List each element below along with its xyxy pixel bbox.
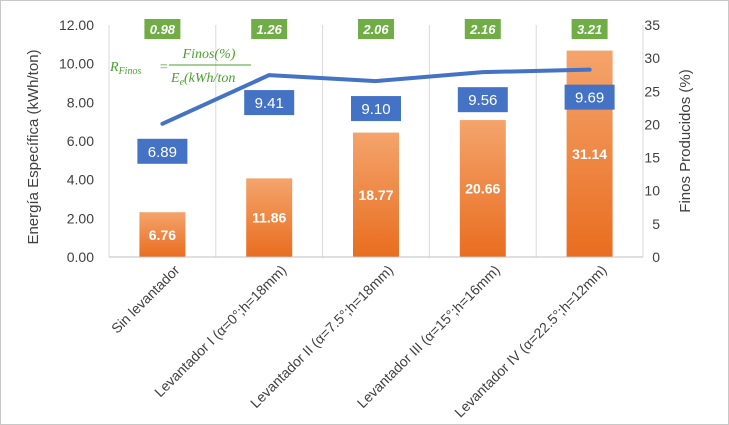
left-tick-label: 2.00: [67, 210, 94, 226]
left-tick-label: 12.00: [59, 17, 94, 33]
right-tick-label: 15: [644, 150, 660, 166]
bar: [246, 178, 293, 257]
line-value-label: 9.41: [255, 95, 284, 112]
category-label: Sin levantador: [108, 262, 183, 337]
right-axis-title: Finos Producidos (%): [677, 69, 694, 212]
right-tick-label: 25: [644, 83, 660, 99]
right-tick-label: 5: [652, 216, 660, 232]
right-tick-label: 10: [644, 183, 660, 199]
ratio-box: [571, 19, 608, 39]
line-value-box: [457, 87, 508, 113]
ratio-label: 2.06: [362, 22, 389, 37]
bar-value-label: 18.77: [358, 187, 393, 203]
line-value-label: 9.56: [468, 92, 497, 109]
bar: [139, 212, 186, 257]
left-axis-title: Energía Específica (kWh/ton): [25, 49, 42, 244]
line-value-box: [244, 90, 295, 116]
bar-value-label: 11.86: [252, 210, 286, 226]
right-tick-label: 35: [644, 17, 660, 33]
right-tick-label: 30: [644, 50, 660, 66]
label-layer: 6.76 11.86 18.77 20.66 31.14 6.89 9.41 9.10 9.56…: [137, 19, 615, 243]
line-layer: [160, 67, 592, 126]
ratio-box: [358, 19, 394, 39]
bar-value-label: 6.76: [149, 227, 176, 243]
line-value-label: 9.10: [361, 101, 390, 118]
formula-denominator: Ee(kWh/ton: [170, 71, 235, 88]
line-value-box: [564, 84, 615, 110]
series-line: [160, 67, 592, 126]
ratio-label: 0.98: [150, 22, 176, 37]
formula-equals: =: [159, 60, 168, 75]
left-tick-label: 10.00: [59, 56, 94, 72]
bar-value-label: 20.66: [465, 181, 500, 197]
bar: [459, 120, 506, 257]
bar: [353, 132, 399, 257]
line-value-label: 6.89: [148, 144, 177, 161]
bar-value-label: 31.14: [572, 146, 607, 162]
line-value-box: [137, 138, 188, 164]
ratio-box: [144, 19, 181, 39]
left-tick-label: 4.00: [67, 172, 94, 188]
left-tick-label: 8.00: [67, 94, 94, 110]
line-value-box: [351, 96, 401, 122]
ratio-formula: RFinos = Finos(%) Ee(kWh/ton: [109, 47, 251, 88]
left-tick-label: 6.00: [67, 133, 94, 149]
left-tick-label: 0.00: [67, 249, 94, 265]
ratio-box: [464, 19, 501, 39]
line-value-label: 9.69: [575, 90, 604, 107]
grid-layer: [108, 25, 644, 257]
ratio-label: 2.16: [469, 22, 496, 37]
ratio-label: 1.26: [257, 22, 283, 37]
right-tick-label: 20: [644, 116, 660, 132]
formula-lhs: RFinos: [109, 60, 141, 77]
formula-numerator: Finos(%): [182, 47, 236, 62]
ratio-label: 3.21: [577, 22, 602, 37]
ratio-box: [251, 19, 288, 39]
right-tick-label: 0: [652, 249, 660, 265]
